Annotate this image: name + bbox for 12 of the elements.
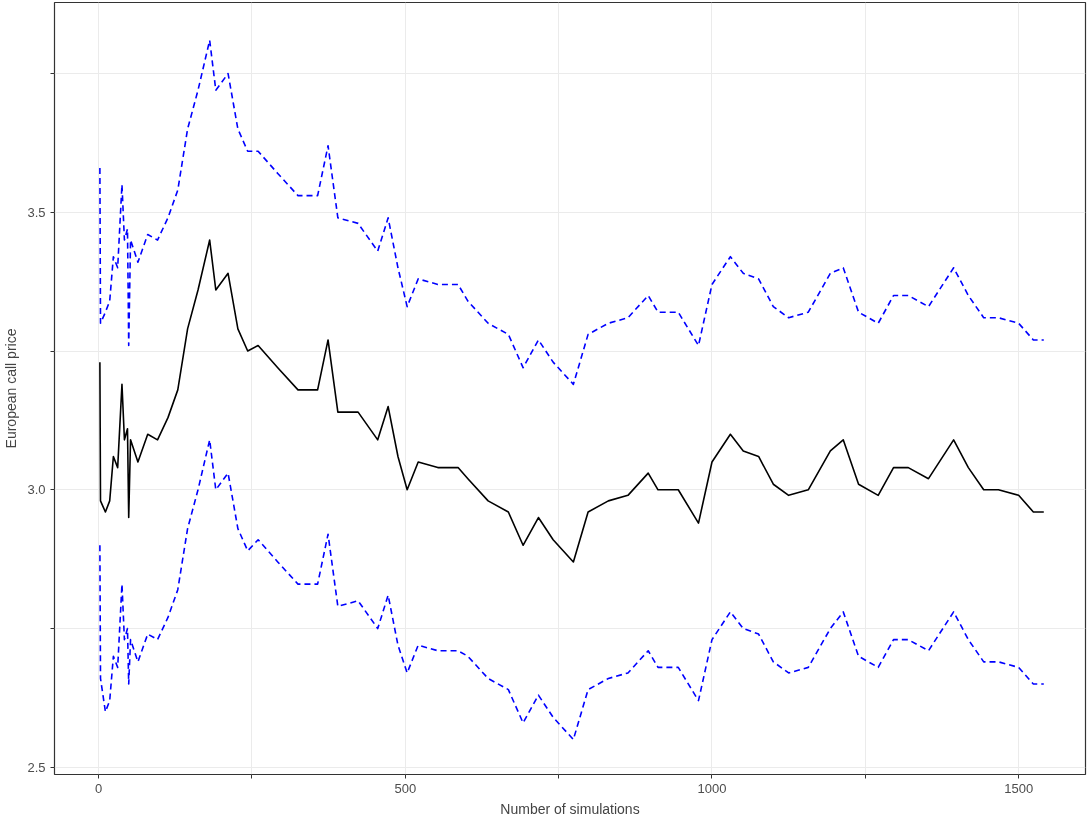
x-tick-label: 1500 <box>1004 780 1034 796</box>
x-tick-label: 500 <box>394 780 417 796</box>
y-tick-label: 3.0 <box>27 482 46 498</box>
line-series <box>99 39 1045 386</box>
y-tick-label: 2.5 <box>27 759 46 775</box>
line-series <box>99 239 1045 563</box>
y-axis-title: European call price <box>3 328 20 449</box>
y-tick-label: 3.5 <box>27 204 46 220</box>
x-tick-label: 1000 <box>697 780 727 796</box>
x-axis-title: Number of simulations <box>500 800 640 817</box>
x-tick-label: 0 <box>95 780 103 796</box>
line-series <box>99 439 1045 741</box>
